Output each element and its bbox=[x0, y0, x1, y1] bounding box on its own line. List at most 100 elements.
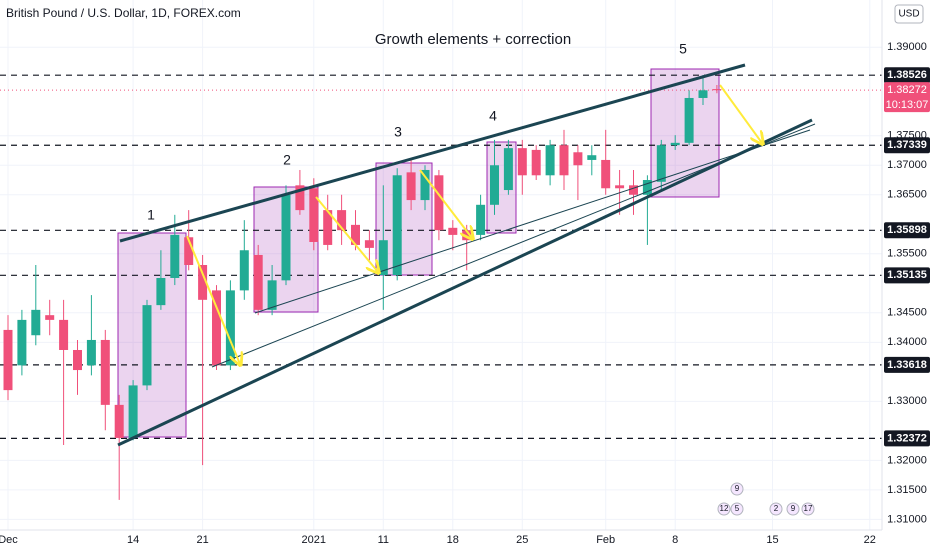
candle-body bbox=[545, 145, 555, 176]
x-tick-label: 21 bbox=[196, 534, 208, 546]
wave-boxes bbox=[117, 68, 720, 438]
candle-body bbox=[281, 194, 291, 281]
candle-body bbox=[573, 152, 583, 166]
last-price-box bbox=[884, 82, 930, 113]
candle-body bbox=[392, 175, 402, 276]
chart-title: British Pound / U.S. Dollar, 1D, FOREX.c… bbox=[6, 6, 241, 20]
event-badge bbox=[786, 502, 800, 516]
x-tick-label: Dec bbox=[0, 534, 18, 546]
drawings bbox=[117, 63, 816, 447]
candle-body bbox=[503, 148, 513, 191]
candle-body bbox=[253, 254, 263, 310]
candle-body bbox=[45, 315, 55, 320]
candle-body bbox=[225, 290, 235, 366]
level-label-box bbox=[884, 137, 930, 154]
arrow bbox=[315, 196, 378, 272]
candle-body bbox=[73, 349, 82, 371]
currency[interactable]: USD bbox=[898, 9, 919, 20]
candle-body bbox=[212, 290, 221, 366]
candle-body bbox=[712, 89, 722, 91]
x-tick-label: 25 bbox=[516, 534, 528, 546]
candle-body bbox=[198, 265, 208, 300]
candle-body bbox=[587, 155, 597, 160]
trend-line bbox=[211, 123, 816, 368]
candle-body bbox=[114, 404, 124, 438]
y-tick-label: 1.36500 bbox=[887, 189, 927, 201]
candles bbox=[3, 74, 722, 500]
candle-body bbox=[656, 145, 666, 182]
event-count: 9 bbox=[791, 504, 796, 513]
level-label: 1.32372 bbox=[887, 432, 927, 444]
wave-label: 1 bbox=[147, 207, 155, 223]
candle-body bbox=[615, 185, 625, 189]
x-tick-label: Feb bbox=[596, 534, 615, 546]
candle-body bbox=[100, 339, 110, 405]
level-label: 1.38526 bbox=[887, 69, 927, 81]
y-tick-label: 1.31000 bbox=[887, 513, 927, 525]
y-tick-label: 1.39000 bbox=[887, 41, 927, 53]
x-tick-label: 22 bbox=[864, 534, 876, 546]
candle-body bbox=[351, 224, 360, 245]
y-tick-label: 1.37000 bbox=[887, 159, 927, 171]
x-tick-label: 14 bbox=[127, 534, 139, 546]
candle-body bbox=[59, 319, 69, 350]
trend-line bbox=[254, 129, 811, 314]
level-label-box bbox=[884, 67, 930, 84]
candle-body bbox=[559, 145, 569, 176]
y-tick-label: 1.32000 bbox=[887, 454, 927, 466]
level-label-box bbox=[884, 222, 930, 239]
arrow bbox=[719, 84, 762, 143]
countdown: 10:13:07 bbox=[886, 99, 929, 111]
trend-line bbox=[119, 63, 746, 243]
y-tick-label: 1.31500 bbox=[887, 484, 927, 496]
candle-body bbox=[170, 234, 180, 278]
event-badge bbox=[717, 502, 731, 516]
event-badge bbox=[730, 482, 744, 496]
candle-body bbox=[448, 227, 458, 235]
candle-body bbox=[531, 149, 541, 176]
wave-label: 5 bbox=[679, 41, 687, 57]
candle-body bbox=[378, 240, 388, 276]
event-badge bbox=[730, 502, 744, 516]
x-tick-label: 15 bbox=[766, 534, 778, 546]
candle-body bbox=[184, 237, 194, 265]
level-label: 1.35898 bbox=[887, 224, 927, 236]
candle-body bbox=[267, 280, 277, 310]
candle-body bbox=[31, 309, 41, 336]
event-count: 17 bbox=[804, 504, 813, 513]
x-tick-label: 18 bbox=[447, 534, 459, 546]
candle-body bbox=[698, 90, 708, 98]
trend-line bbox=[117, 118, 813, 447]
level-label: 1.35135 bbox=[887, 269, 927, 281]
level-label-box bbox=[884, 430, 930, 447]
candle-body bbox=[156, 277, 166, 306]
candle-body bbox=[684, 97, 694, 143]
candle-body bbox=[406, 172, 416, 201]
currency-button[interactable] bbox=[894, 4, 924, 24]
y-tick-label: 1.34500 bbox=[887, 307, 927, 319]
y-tick-label: 1.33000 bbox=[887, 395, 927, 407]
candle-body bbox=[364, 240, 374, 248]
candle-body bbox=[128, 385, 138, 438]
candle-body bbox=[142, 305, 152, 386]
arrow bbox=[186, 235, 240, 364]
wave-label: 4 bbox=[489, 108, 497, 124]
annotation: Growth elements + correction bbox=[375, 31, 571, 48]
candle-body bbox=[295, 185, 305, 211]
wave-label: 3 bbox=[394, 124, 402, 140]
level-label: 1.37339 bbox=[887, 139, 927, 151]
y-tick-label: 1.34000 bbox=[887, 336, 927, 348]
candle-body bbox=[86, 339, 96, 366]
x-tick-label: 2021 bbox=[302, 534, 326, 546]
level-label: 1.33618 bbox=[887, 359, 927, 371]
candle-body bbox=[17, 319, 27, 366]
arrow bbox=[419, 169, 472, 238]
event-count: 5 bbox=[735, 504, 740, 513]
candle-body bbox=[337, 210, 347, 231]
candle-body bbox=[3, 329, 13, 391]
event-count: 2 bbox=[774, 504, 779, 513]
candle-body bbox=[629, 185, 638, 195]
candle-body bbox=[601, 159, 611, 189]
wave-label: 2 bbox=[283, 152, 291, 168]
